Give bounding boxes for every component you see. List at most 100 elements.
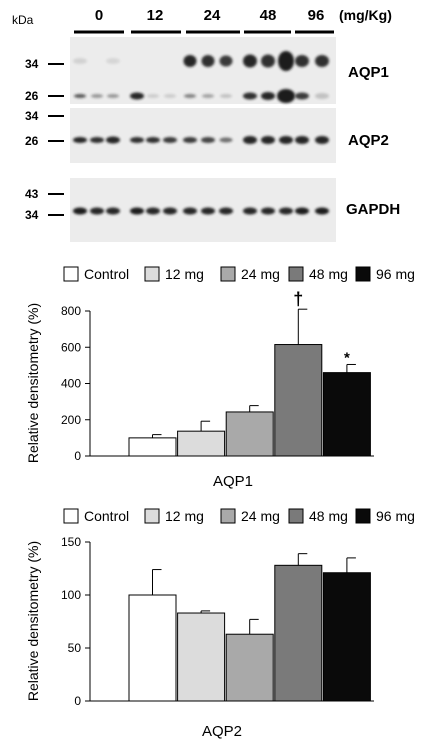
chart-legend: Control 12 mg 24 mg 48 mg 96 mg bbox=[63, 266, 415, 282]
marker-aqp1-lower: 26 bbox=[25, 89, 39, 103]
blot-band bbox=[183, 207, 197, 215]
blot-band bbox=[295, 207, 309, 215]
protein-label-gapdh: GAPDH bbox=[346, 201, 400, 218]
blot-band bbox=[73, 58, 87, 64]
blot-band bbox=[261, 207, 275, 215]
blot-band bbox=[163, 137, 177, 143]
membrane-aqp2 bbox=[70, 108, 336, 163]
legend-swatch bbox=[288, 266, 304, 282]
blot-band bbox=[106, 207, 120, 215]
blot-band bbox=[130, 207, 144, 215]
bar-96-mg bbox=[322, 572, 371, 702]
legend-label: 96 mg bbox=[376, 266, 415, 282]
y-axis-label: Relative densitometry (%) bbox=[25, 303, 41, 463]
blot-band bbox=[243, 92, 257, 100]
blot-band bbox=[107, 94, 119, 98]
blot-panel-aqp2: 34 26 AQP2 bbox=[25, 108, 389, 163]
blot-band bbox=[278, 51, 294, 71]
dose-label-96: 96 bbox=[308, 7, 325, 24]
bar-24-mg bbox=[225, 411, 274, 457]
y-tick-label: 600 bbox=[61, 340, 81, 354]
marker-aqp2-upper: 34 bbox=[25, 109, 39, 123]
blot-band bbox=[147, 94, 159, 98]
legend-label: 48 mg bbox=[309, 508, 348, 524]
legend-label: 12 mg bbox=[165, 266, 204, 282]
kda-label: kDa bbox=[12, 13, 34, 27]
dose-header: 0 12 24 48 96 (mg/Kg) bbox=[74, 7, 392, 34]
chart-aqp2: Control 12 mg 24 mg 48 mg 96 mg 0 50 100 150 Rela… bbox=[25, 508, 415, 740]
blot-band bbox=[74, 94, 86, 98]
blot-band bbox=[243, 136, 257, 144]
blot-band bbox=[219, 137, 233, 143]
marker-gapdh-upper: 43 bbox=[25, 187, 39, 201]
legend-swatch bbox=[63, 266, 79, 282]
significance-marker: † bbox=[293, 289, 303, 309]
blot-band bbox=[202, 94, 214, 98]
blot-band bbox=[130, 137, 144, 143]
blot-band bbox=[243, 54, 257, 68]
y-tick-label: 100 bbox=[61, 588, 81, 602]
legend-swatch bbox=[144, 266, 160, 282]
legend-swatch bbox=[355, 266, 371, 282]
blot-band bbox=[90, 207, 104, 215]
blot-band bbox=[261, 54, 275, 68]
dose-label-48: 48 bbox=[260, 7, 277, 24]
blot-band bbox=[73, 207, 87, 215]
chart-aqp1: Control 12 mg 24 mg 48 mg 96 mg 0 200 400 600 800… bbox=[25, 266, 415, 490]
blot-panel-aqp1: 34 26 AQP1 bbox=[25, 37, 389, 104]
blot-band bbox=[90, 137, 104, 143]
blot-band bbox=[315, 55, 329, 67]
blot-band bbox=[201, 207, 215, 215]
blot-band bbox=[130, 92, 144, 100]
blot-band bbox=[164, 94, 176, 98]
western-blot: kDa 0 12 24 48 96 (mg/Kg) 34 26 AQP1 bbox=[12, 7, 400, 242]
legend-label: 96 mg bbox=[376, 508, 415, 524]
legend-label: Control bbox=[84, 266, 129, 282]
blot-band bbox=[146, 207, 160, 215]
bands-aqp2 bbox=[73, 136, 329, 144]
legend-swatch bbox=[144, 508, 160, 524]
bar-96-mg bbox=[322, 372, 371, 457]
blot-band bbox=[73, 137, 87, 143]
blot-band bbox=[243, 207, 257, 215]
y-tick-label: 50 bbox=[68, 641, 82, 655]
blot-band bbox=[261, 136, 275, 144]
bar-48-mg bbox=[274, 344, 323, 457]
blot-band bbox=[201, 55, 215, 67]
legend-label: 24 mg bbox=[241, 266, 280, 282]
legend-label: 12 mg bbox=[165, 508, 204, 524]
legend-swatch bbox=[220, 508, 236, 524]
bar-12-mg bbox=[177, 612, 226, 702]
bar-control bbox=[128, 594, 177, 702]
bar-48-mg bbox=[274, 564, 323, 702]
blot-band bbox=[295, 92, 309, 100]
significance-marker: * bbox=[344, 349, 350, 366]
protein-label-aqp2: AQP2 bbox=[348, 132, 389, 149]
y-tick-label: 0 bbox=[74, 449, 81, 463]
y-tick-label: 400 bbox=[61, 377, 81, 391]
protein-label-aqp1: AQP1 bbox=[348, 64, 389, 81]
marker-gapdh-lower: 34 bbox=[25, 208, 39, 222]
blot-band bbox=[146, 137, 160, 143]
dose-label-12: 12 bbox=[147, 7, 164, 24]
legend-swatch bbox=[355, 508, 371, 524]
marker-aqp1-upper: 34 bbox=[25, 57, 39, 71]
marker-aqp2-lower: 26 bbox=[25, 134, 39, 148]
x-axis-label: AQP2 bbox=[202, 723, 242, 740]
blot-band bbox=[183, 55, 197, 67]
blot-band bbox=[279, 207, 293, 215]
membrane-aqp1 bbox=[70, 37, 336, 104]
y-tick-label: 0 bbox=[74, 694, 81, 708]
y-axis-label: Relative densitometry (%) bbox=[25, 541, 41, 701]
legend-label: 48 mg bbox=[309, 266, 348, 282]
blot-panel-gapdh: 43 34 GAPDH bbox=[25, 178, 400, 242]
blot-band bbox=[277, 89, 295, 103]
legend-label: 24 mg bbox=[241, 508, 280, 524]
dose-label-0: 0 bbox=[95, 7, 103, 24]
blot-band bbox=[295, 55, 309, 67]
blot-band bbox=[219, 207, 233, 215]
legend-swatch bbox=[220, 266, 236, 282]
bar-12-mg bbox=[177, 430, 226, 457]
blot-band bbox=[163, 207, 177, 215]
x-axis-label: AQP1 bbox=[213, 473, 253, 490]
